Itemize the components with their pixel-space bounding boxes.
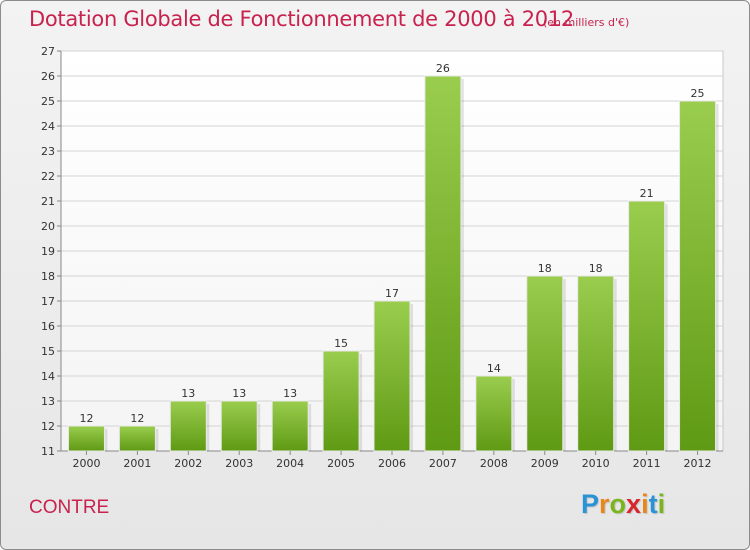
logo-letter: o — [609, 489, 627, 519]
y-tick-label: 15 — [41, 345, 55, 358]
logo-letter: t — [648, 489, 658, 519]
data-label: 18 — [538, 262, 552, 275]
x-tick-label: 2009 — [531, 457, 559, 470]
data-label: 14 — [487, 362, 501, 375]
y-tick-label: 16 — [41, 320, 55, 333]
y-tick-label: 19 — [41, 245, 55, 258]
y-tick-label: 22 — [41, 170, 55, 183]
x-tick-label: 2007 — [429, 457, 457, 470]
data-label: 15 — [334, 337, 348, 350]
bar — [424, 75, 462, 452]
bar — [220, 400, 258, 452]
y-tick-label: 18 — [41, 270, 55, 283]
chart-title: Dotation Globale de Fonctionnement de 20… — [29, 7, 574, 31]
x-tick-label: 2002 — [174, 457, 202, 470]
y-tick-label: 20 — [41, 220, 55, 233]
logo-letter: x — [626, 489, 642, 519]
commune-name: CONTRE — [29, 497, 110, 518]
bar — [169, 400, 207, 452]
y-tick-label: 24 — [41, 120, 55, 133]
data-label: 26 — [436, 62, 450, 75]
bar — [271, 400, 309, 452]
x-tick-label: 2000 — [72, 457, 100, 470]
data-label: 13 — [283, 387, 297, 400]
x-tick-label: 2004 — [276, 457, 304, 470]
data-label: 21 — [640, 187, 654, 200]
logo-letter: i — [641, 489, 649, 519]
y-tick-label: 14 — [41, 370, 55, 383]
bar — [526, 275, 564, 452]
y-tick-label: 23 — [41, 145, 55, 158]
y-tick-label: 13 — [41, 395, 55, 408]
x-tick-label: 2006 — [378, 457, 406, 470]
data-label: 12 — [130, 412, 144, 425]
bar — [475, 375, 513, 452]
data-label: 13 — [232, 387, 246, 400]
bar — [118, 425, 156, 452]
y-tick-label: 12 — [41, 420, 55, 433]
bar — [373, 300, 411, 452]
x-tick-label: 2001 — [123, 457, 151, 470]
logo-letter: r — [599, 489, 610, 519]
y-tick-label: 17 — [41, 295, 55, 308]
bar — [679, 100, 717, 452]
data-label: 13 — [181, 387, 195, 400]
x-tick-label: 2003 — [225, 457, 253, 470]
logo-letter: i — [657, 489, 666, 519]
data-label: 12 — [79, 412, 93, 425]
data-label: 25 — [691, 87, 705, 100]
y-tick-label: 26 — [41, 70, 55, 83]
y-tick-label: 27 — [41, 45, 55, 58]
y-tick-label: 25 — [41, 95, 55, 108]
x-tick-label: 2005 — [327, 457, 355, 470]
x-tick-label: 2011 — [633, 457, 661, 470]
logo-letter: P — [581, 489, 600, 519]
bar — [67, 425, 105, 452]
x-tick-label: 2010 — [582, 457, 610, 470]
x-tick-label: 2008 — [480, 457, 508, 470]
y-tick-label: 21 — [41, 195, 55, 208]
y-tick-label: 11 — [41, 445, 55, 458]
bar — [577, 275, 615, 452]
bar — [628, 200, 666, 452]
proxiti-logo: Proxiti — [581, 489, 665, 520]
data-label: 18 — [589, 262, 603, 275]
x-tick-label: 2012 — [684, 457, 712, 470]
chart-unit: (en milliers d'€) — [543, 16, 630, 29]
bar — [322, 350, 360, 452]
data-label: 17 — [385, 287, 399, 300]
